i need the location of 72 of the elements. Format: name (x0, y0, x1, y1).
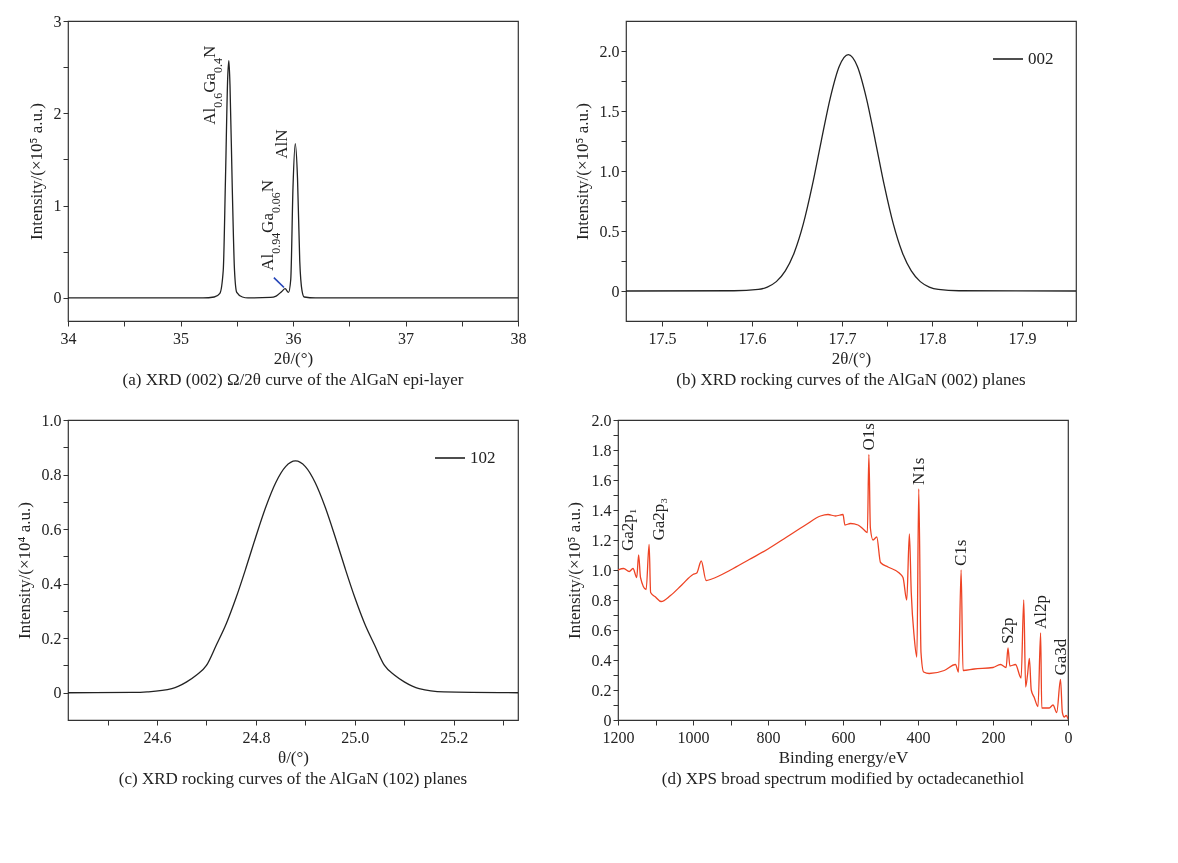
x-tick-label: 17.9 (1008, 329, 1037, 347)
y-tick-label: 1.0 (41, 411, 62, 429)
x-axis-title: 2θ/(°) (831, 348, 872, 368)
legend-label: 002 (1028, 49, 1054, 68)
x-tick-label: 17.8 (918, 329, 947, 347)
y-tick-label: 0.4 (41, 575, 62, 593)
line-series (618, 453, 1068, 720)
y-tick-label: 1.0 (599, 162, 620, 180)
text: (b) XRD rocking curves of the AlGaN (002) planes (676, 370, 1026, 389)
x-tick-label: 17.7 (828, 329, 857, 347)
x-tick-label: 38 (510, 329, 527, 347)
y-tick-label: 1.6 (591, 471, 612, 489)
x-axis-title: Binding energy/eV (778, 747, 909, 767)
annotation: Al2p (1030, 595, 1050, 629)
annotation: N1s (908, 457, 928, 485)
y-tick-label: 0.4 (591, 651, 612, 669)
y-tick-label: 0 (603, 711, 612, 729)
x-tick-label: 17.6 (738, 329, 767, 347)
x-tick-label: 400 (906, 728, 931, 746)
y-tick-label: 0.5 (599, 222, 620, 240)
y-tick-label: 0.2 (591, 681, 612, 699)
annotation: Ga3d (1050, 638, 1070, 676)
y-tick-label: 2.0 (599, 42, 620, 60)
x-tick-label: 25.0 (341, 728, 370, 746)
x-tick-label: 34 (60, 329, 77, 347)
y-tick-label: 1.8 (591, 441, 612, 459)
x-tick-label: 1200 (602, 728, 635, 746)
y-axis-title: Intensity/(×10⁵ a.u.) (26, 103, 46, 240)
text: (c) XRD rocking curves of the AlGaN (102) planes (118, 769, 468, 788)
x-tick-label: 17.5 (648, 329, 677, 347)
x-tick-label: 200 (981, 728, 1006, 746)
x-tick-label: 36 (285, 329, 302, 347)
y-tick-label: 2.0 (591, 411, 612, 429)
x-tick-label: 25.2 (440, 728, 469, 746)
y-axis-title: Intensity/(×10⁵ a.u.) (572, 103, 592, 240)
y-axis-title: Intensity/(×10⁵ a.u.) (564, 502, 584, 639)
x-tick-label: 800 (756, 728, 781, 746)
y-tick-label: 0.6 (591, 621, 612, 639)
y-tick-label: 1 (53, 197, 62, 215)
y-tick-label: 0.8 (591, 591, 612, 609)
y-tick-label: 1.0 (591, 561, 612, 579)
x-tick-label: 35 (173, 329, 189, 347)
x-tick-label: 1000 (677, 728, 710, 746)
y-tick-label: 0 (53, 289, 62, 307)
text: (d) XPS broad spectrum modified by octadecanethiol (661, 769, 1025, 788)
y-tick-label: 3 (53, 12, 62, 30)
y-tick-label: 2 (53, 104, 62, 122)
x-tick-label: 24.6 (143, 728, 172, 746)
x-tick-label: 0 (1064, 728, 1073, 746)
y-axis-title: Intensity/(×10⁴ a.u.) (14, 502, 34, 639)
legend-label: 102 (470, 448, 496, 467)
y-tick-label: 1.4 (591, 501, 612, 519)
y-tick-label: 0 (611, 282, 620, 300)
y-tick-label: 0.2 (41, 629, 62, 647)
y-tick-label: 0 (53, 684, 62, 702)
x-tick-label: 600 (831, 728, 856, 746)
annotation: Ga2p₁ (617, 508, 637, 551)
annotation: O1s (858, 423, 878, 451)
x-tick-label: 24.8 (242, 728, 271, 746)
y-tick-label: 0.6 (41, 520, 62, 538)
annotation: AlN (272, 129, 292, 159)
line-series (626, 53, 1076, 292)
annotation: Ga2p₃ (649, 497, 669, 541)
x-tick-label: 37 (398, 329, 414, 347)
annotation: C1s (951, 539, 971, 566)
y-tick-label: 1.5 (599, 102, 620, 120)
y-tick-label: 0.8 (41, 466, 62, 484)
y-tick-label: 1.2 (591, 531, 612, 549)
x-axis-title: 2θ/(°) (273, 348, 314, 368)
text: (a) XRD (002) Ω/2θ curve of the AlGaN epi-layer (122, 370, 464, 389)
annotation: S2p (998, 617, 1017, 644)
x-axis-title: θ/(°) (278, 747, 309, 767)
